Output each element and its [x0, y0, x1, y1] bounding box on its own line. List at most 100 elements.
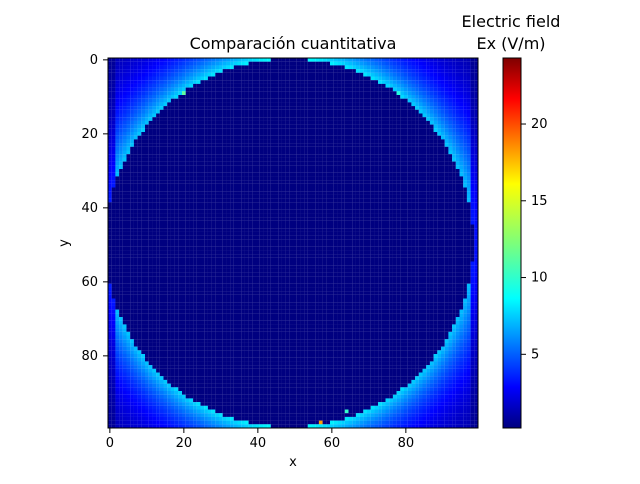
heatmap-cell [252, 198, 257, 203]
heatmap-cell [182, 132, 186, 136]
heatmap-cell [304, 98, 308, 103]
heatmap-cell [189, 209, 194, 214]
heatmap-cell [433, 146, 438, 151]
heatmap-cell [411, 135, 416, 140]
heatmap-cell [130, 150, 134, 155]
heatmap-cell [404, 91, 408, 96]
heatmap-cell [211, 239, 216, 244]
heatmap-cell [267, 128, 271, 133]
heatmap-cell [466, 176, 471, 181]
heatmap-cell [215, 217, 220, 221]
heatmap-cell [441, 83, 445, 88]
heatmap-cell [459, 172, 464, 177]
heatmap-cell [444, 98, 449, 103]
heatmap-cell [141, 239, 146, 244]
heatmap-cell [126, 176, 131, 181]
heatmap-cell [156, 117, 160, 121]
heatmap-cell [296, 194, 301, 199]
heatmap-cell [244, 161, 249, 166]
heatmap-cell [152, 198, 157, 203]
heatmap-cell [119, 231, 123, 236]
heatmap-cell [115, 239, 120, 244]
heatmap-cell [211, 124, 216, 129]
heatmap-cell [326, 65, 331, 70]
heatmap-cell [274, 180, 279, 184]
heatmap-cell [219, 231, 223, 236]
heatmap-cell [444, 187, 449, 192]
heatmap-cell [156, 165, 160, 170]
heatmap-cell [437, 213, 442, 218]
heatmap-cell [337, 224, 342, 229]
heatmap-cell [370, 69, 375, 73]
heatmap-cell [185, 65, 190, 70]
heatmap-cell [163, 102, 168, 107]
heatmap-cell [115, 172, 120, 177]
heatmap-cell [137, 228, 142, 232]
heatmap-cell [196, 143, 201, 147]
heatmap-cell [337, 157, 342, 162]
heatmap-cell [248, 113, 253, 118]
heatmap-cell [333, 239, 338, 244]
heatmap-cell [341, 220, 345, 225]
heatmap-cell [156, 106, 160, 110]
heatmap-cell [370, 80, 375, 84]
heatmap-cell [400, 209, 405, 214]
heatmap-cell [263, 139, 268, 144]
heatmap-cell [252, 220, 257, 225]
heatmap-cell [333, 124, 338, 129]
heatmap-cell [256, 161, 260, 166]
heatmap-cell [304, 154, 308, 158]
heatmap-cell [441, 72, 445, 77]
heatmap-cell [270, 220, 275, 225]
heatmap-cell [159, 132, 164, 136]
heatmap-cell [311, 202, 316, 207]
heatmap-cell [178, 76, 183, 81]
heatmap-cell [418, 132, 423, 136]
heatmap-cell [230, 224, 234, 229]
heatmap-cell [174, 161, 179, 166]
heatmap-cell [441, 106, 445, 110]
heatmap-cell [174, 172, 179, 177]
heatmap-cell [355, 224, 360, 229]
heatmap-cell [352, 191, 356, 195]
heatmap-cell [407, 169, 412, 173]
heatmap-cell [437, 239, 442, 244]
heatmap-cell [374, 165, 379, 170]
heatmap-cell [222, 109, 227, 114]
heatmap-cell [433, 139, 438, 144]
heatmap-cell [145, 61, 149, 66]
heatmap-cell [307, 180, 312, 184]
heatmap-cell [411, 194, 416, 199]
heatmap-cell [174, 198, 179, 203]
heatmap-cell [196, 206, 201, 210]
heatmap-cell [252, 161, 257, 166]
heatmap-cell [233, 146, 238, 151]
heatmap-cell [466, 143, 471, 147]
heatmap-cell [152, 231, 157, 236]
heatmap-cell [378, 239, 382, 244]
heatmap-cell [133, 83, 138, 88]
heatmap-cell [426, 143, 430, 147]
heatmap-cell [193, 154, 197, 158]
heatmap-cell [429, 61, 434, 66]
heatmap-cell [233, 220, 238, 225]
heatmap-cell [270, 187, 275, 192]
heatmap-cell [474, 161, 479, 166]
heatmap-cell [407, 157, 412, 162]
heatmap-cell [244, 231, 249, 236]
heatmap-cell [200, 191, 205, 195]
heatmap-cell [281, 146, 286, 151]
heatmap-cell [300, 217, 305, 221]
heatmap-cell [400, 161, 405, 166]
heatmap-cell [400, 120, 405, 125]
heatmap-cell [122, 106, 127, 110]
heatmap-cell [452, 206, 456, 210]
heatmap-cell [270, 235, 275, 240]
heatmap-cell [259, 169, 264, 173]
heatmap-cell [426, 198, 430, 203]
heatmap-cell [448, 161, 453, 166]
heatmap-cell [404, 80, 408, 84]
heatmap-cell [204, 87, 208, 92]
heatmap-cell [230, 172, 234, 177]
heatmap-cell [370, 124, 375, 129]
